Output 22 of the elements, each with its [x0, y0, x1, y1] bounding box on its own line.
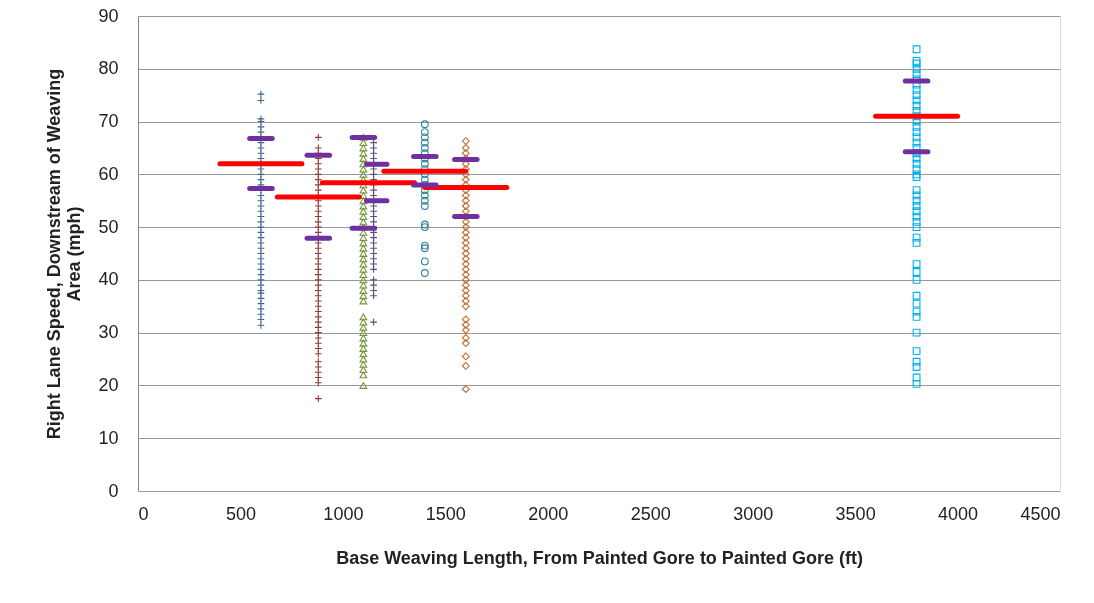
- x-tick-label: 1000: [323, 503, 364, 524]
- x-tick-label: 1500: [425, 503, 466, 524]
- y-tick-label: 70: [98, 111, 119, 132]
- x-tick-label: 0: [138, 503, 149, 524]
- x-tick-label: 4000: [938, 503, 979, 524]
- x-axis-title: Base Weaving Length, From Painted Gore to Painted Gore (ft): [336, 547, 863, 568]
- y-axis-title: Right Lane Speed, Downstream of Weaving Area (mph): [44, 68, 85, 440]
- y-tick-label: 30: [98, 322, 119, 343]
- x-tick-label: 4500: [1020, 503, 1061, 524]
- x-tick-label: 3000: [733, 503, 774, 524]
- y-tick-label: 40: [98, 269, 119, 290]
- y-tick-label: 80: [98, 58, 119, 79]
- x-tick-label: 2000: [528, 503, 569, 524]
- y-tick-label: 60: [98, 163, 119, 184]
- y-tick-label: 50: [98, 216, 119, 237]
- y-tick-label: 10: [98, 427, 119, 448]
- x-tick-label: 2500: [630, 503, 671, 524]
- y-tick-label: 20: [98, 374, 119, 395]
- x-tick-label: 500: [225, 503, 256, 524]
- y-tick-label: 0: [108, 480, 119, 501]
- y-tick-label: 90: [98, 5, 119, 26]
- x-tick-label: 3500: [835, 503, 876, 524]
